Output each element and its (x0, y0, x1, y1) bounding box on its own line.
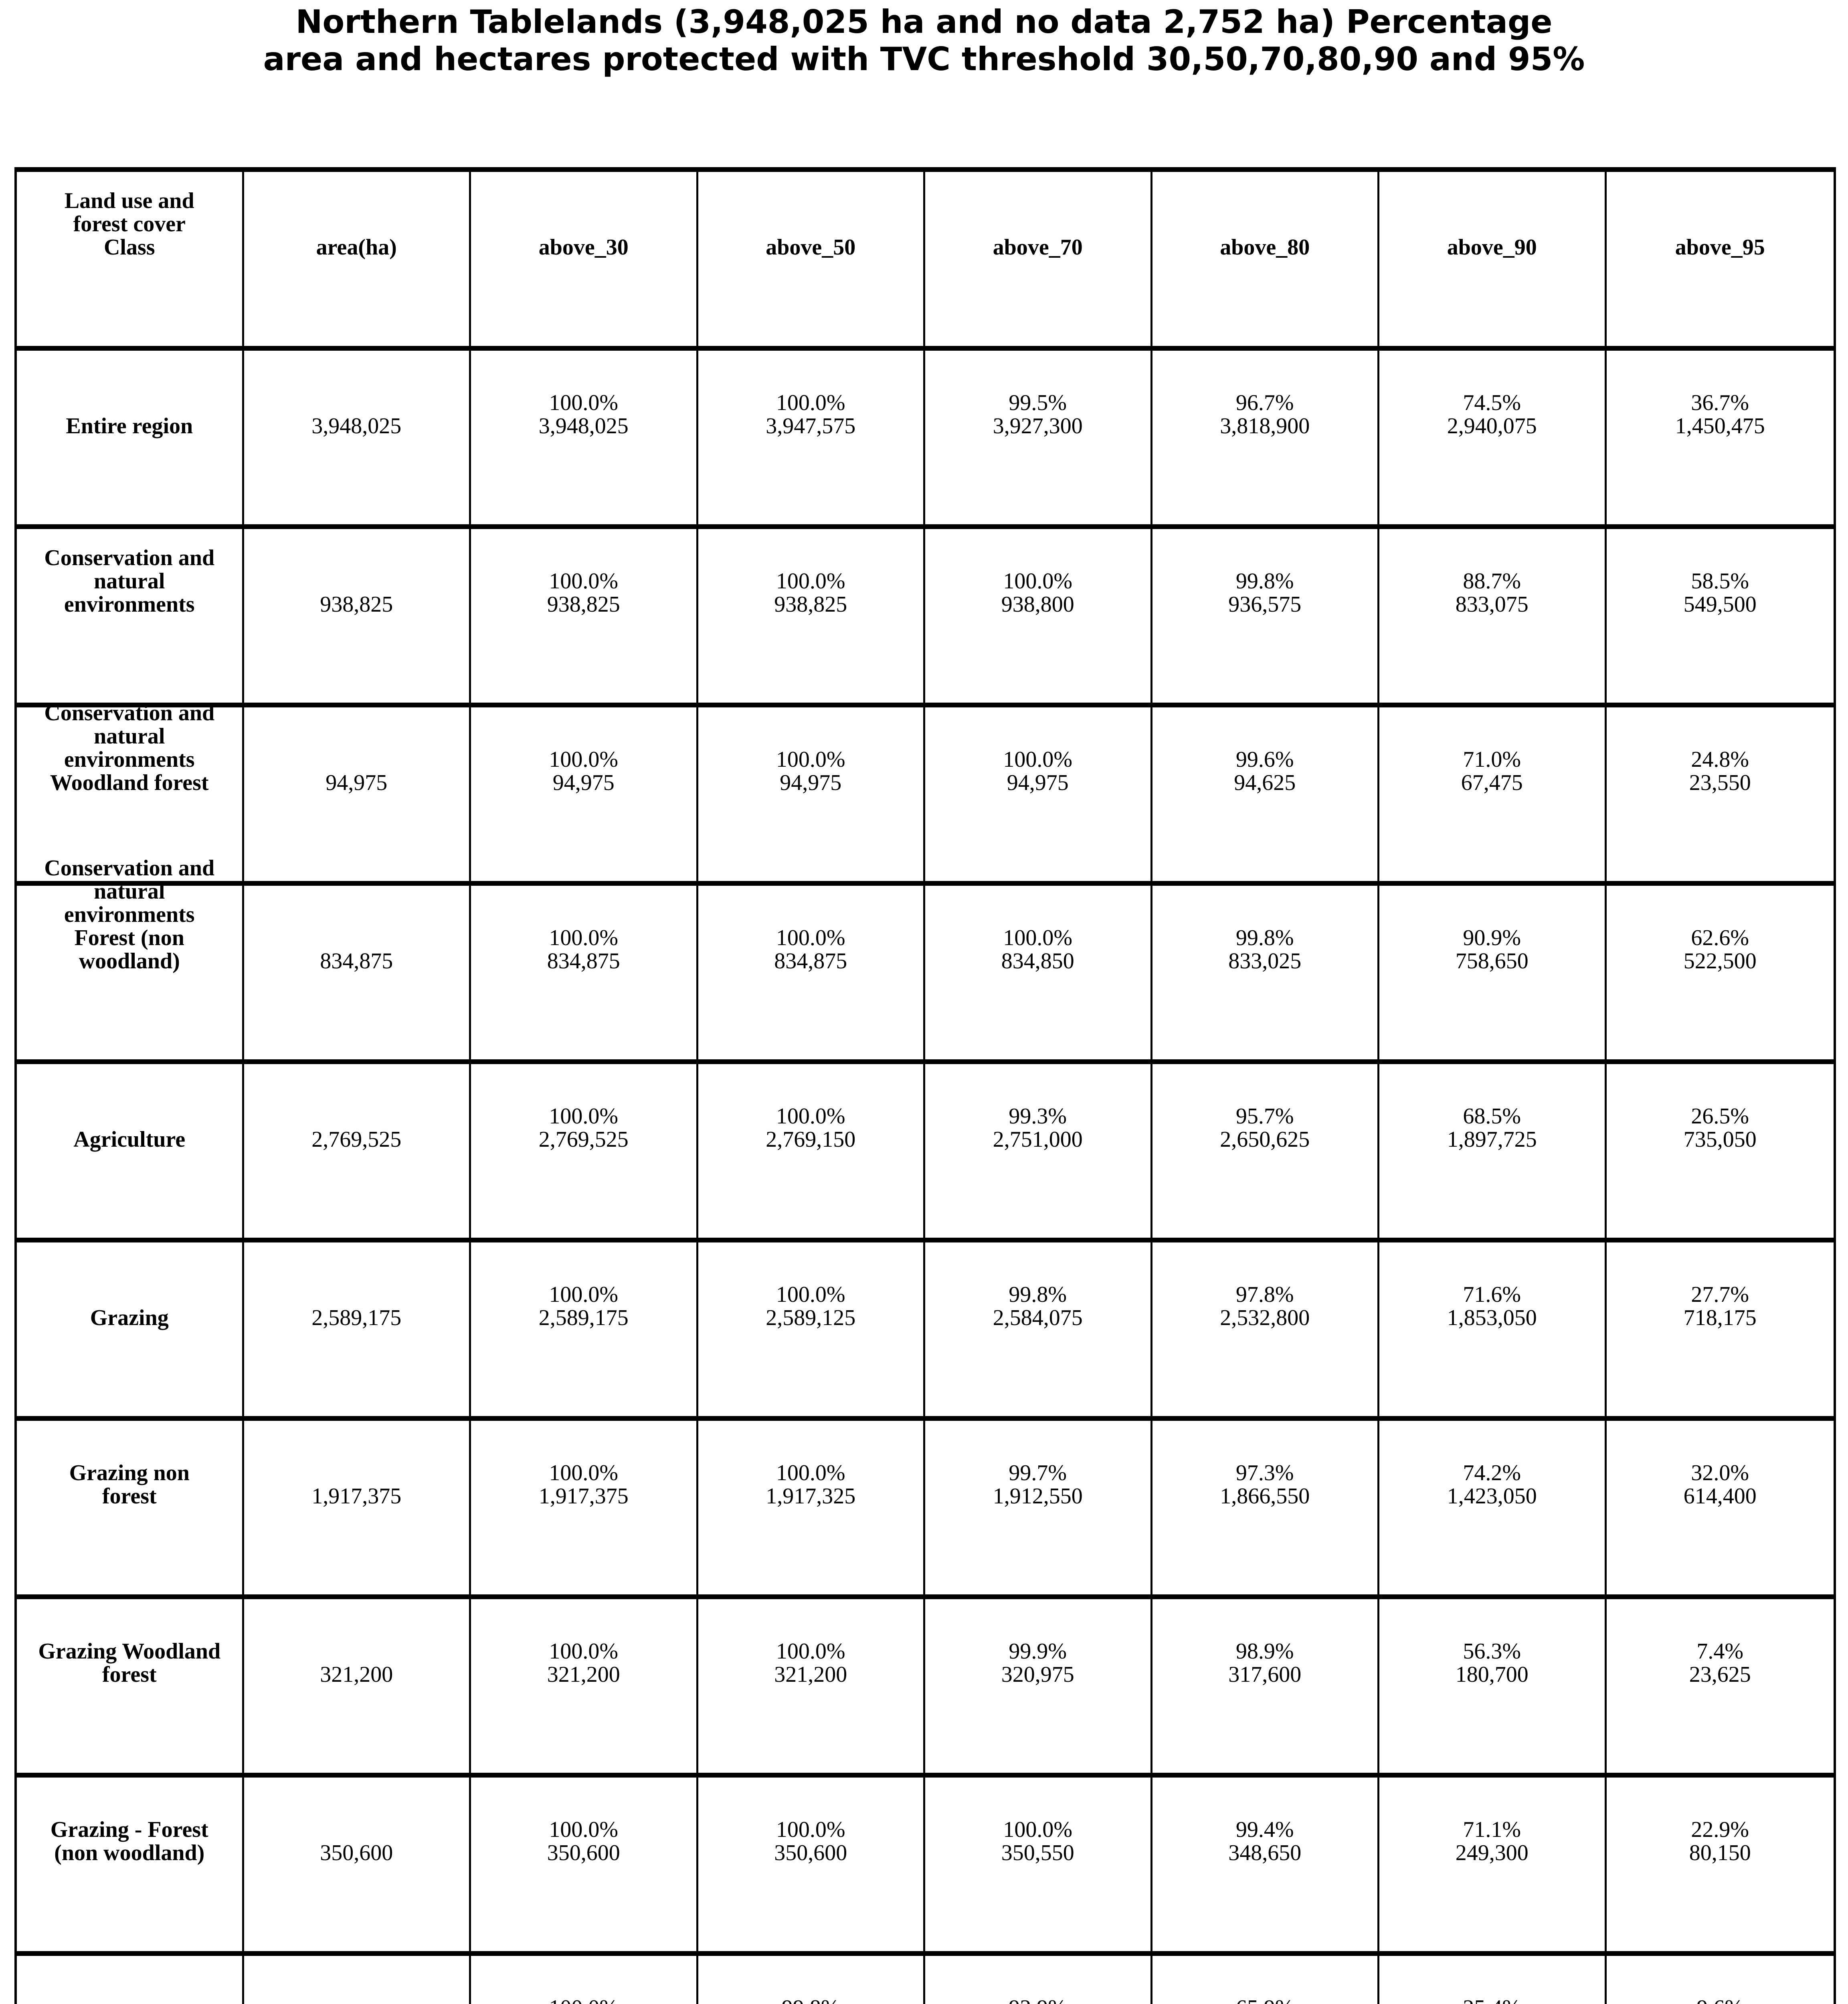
col-header-area: area(ha) (244, 172, 471, 351)
row-label-grazing-non-forest: Grazing non forest (17, 1421, 244, 1599)
cell-area: 938,825 (244, 529, 471, 707)
cell-above-50: 100.0% 2,589,125 (698, 1242, 925, 1421)
row-label-grazing-woodland: Grazing Woodland forest (17, 1599, 244, 1778)
cell-area: 2,589,175 (244, 1242, 471, 1421)
cell-above-90: 88.7% 833,075 (1379, 529, 1607, 707)
cell-above-70: 92.9% 160,325 (925, 1956, 1152, 2004)
cell-above-90: 71.0% 67,475 (1379, 707, 1607, 886)
cell-area: 834,875 (244, 886, 471, 1064)
cell-above-80: 99.8% 833,025 (1152, 886, 1379, 1064)
cell-above-80: 97.8% 2,532,800 (1152, 1242, 1379, 1421)
cell-area: 2,769,525 (244, 1064, 471, 1242)
cell-above-80: 96.7% 3,818,900 (1152, 351, 1379, 529)
cell-above-70: 99.5% 3,927,300 (925, 351, 1152, 529)
cell-above-90: 74.5% 2,940,075 (1379, 351, 1607, 529)
cell-above-30: 100.0% 2,589,175 (471, 1242, 698, 1421)
cell-above-90: 56.3% 180,700 (1379, 1599, 1607, 1778)
col-header-above-90: above_90 (1379, 172, 1607, 351)
cell-above-90: 71.1% 249,300 (1379, 1778, 1607, 1956)
cell-above-50: 100.0% 321,200 (698, 1599, 925, 1778)
cell-above-70: 99.9% 320,975 (925, 1599, 1152, 1778)
row-label-grazing: Grazing (17, 1242, 244, 1421)
cell-area: 94,975 (244, 707, 471, 886)
cell-area: 172,625 (244, 1956, 471, 2004)
row-label-agriculture: Agriculture (17, 1064, 244, 1242)
col-header-above-30: above_30 (471, 172, 698, 351)
row-label-conservation-woodland: Conservation and natural environments Wo… (17, 701, 244, 886)
cell-above-80: 98.9% 317,600 (1152, 1599, 1379, 1778)
cell-above-90: 71.6% 1,853,050 (1379, 1242, 1607, 1421)
cell-above-90: 74.2% 1,423,050 (1379, 1421, 1607, 1599)
cell-above-30: 100.0% 172,625 (471, 1956, 698, 2004)
row-label-grazing-forest: Grazing - Forest (non woodland) (17, 1778, 244, 1956)
cell-above-95: 32.0% 614,400 (1606, 1421, 1834, 1599)
cell-above-70: 100.0% 350,550 (925, 1778, 1152, 1956)
cell-above-30: 100.0% 938,825 (471, 529, 698, 707)
cell-area: 3,948,025 (244, 351, 471, 529)
col-header-above-95: above_95 (1606, 172, 1834, 351)
row-label-conservation-forest: Conservation and natural environments Fo… (17, 857, 244, 1064)
cell-above-80: 99.4% 348,650 (1152, 1778, 1379, 1956)
cell-area: 321,200 (244, 1599, 471, 1778)
row-label-entire-region: Entire region (17, 351, 244, 529)
cell-above-95: 62.6% 522,500 (1606, 886, 1834, 1064)
cell-above-80: 65.9% 113,750 (1152, 1956, 1379, 2004)
cell-above-50: 100.0% 1,917,325 (698, 1421, 925, 1599)
col-header-above-70: above_70 (925, 172, 1152, 351)
cell-above-50: 100.0% 938,825 (698, 529, 925, 707)
cell-above-50: 100.0% 94,975 (698, 707, 925, 886)
cell-above-80: 97.3% 1,866,550 (1152, 1421, 1379, 1599)
cell-above-50: 100.0% 834,875 (698, 886, 925, 1064)
cell-above-90: 68.5% 1,897,725 (1379, 1064, 1607, 1242)
data-table: Land use and forest cover Class area(ha)… (14, 167, 1836, 2004)
cell-above-70: 99.8% 2,584,075 (925, 1242, 1152, 1421)
cell-above-30: 100.0% 834,875 (471, 886, 698, 1064)
cell-above-80: 99.8% 936,575 (1152, 529, 1379, 707)
cell-above-50: 99.8% 172,300 (698, 1956, 925, 2004)
cell-above-50: 100.0% 2,769,150 (698, 1064, 925, 1242)
cell-above-50: 100.0% 3,947,575 (698, 351, 925, 529)
cell-area: 350,600 (244, 1778, 471, 1956)
cell-above-30: 100.0% 1,917,375 (471, 1421, 698, 1599)
cell-above-70: 99.7% 1,912,550 (925, 1421, 1152, 1599)
cell-above-95: 27.7% 718,175 (1606, 1242, 1834, 1421)
cell-above-70: 99.3% 2,751,000 (925, 1064, 1152, 1242)
cell-above-30: 100.0% 94,975 (471, 707, 698, 886)
cell-above-30: 100.0% 350,600 (471, 1778, 698, 1956)
col-header-above-50: above_50 (698, 172, 925, 351)
col-header-above-80: above_80 (1152, 172, 1379, 351)
cell-above-70: 100.0% 834,850 (925, 886, 1152, 1064)
cell-above-80: 95.7% 2,650,625 (1152, 1064, 1379, 1242)
cell-above-95: 7.4% 23,625 (1606, 1599, 1834, 1778)
cell-above-90: 90.9% 758,650 (1379, 886, 1607, 1064)
cell-above-30: 100.0% 3,948,025 (471, 351, 698, 529)
cell-above-50: 100.0% 350,600 (698, 1778, 925, 1956)
row-label-cropping: Cropping (17, 1956, 244, 2004)
cell-above-30: 100.0% 2,769,525 (471, 1064, 698, 1242)
cell-above-70: 100.0% 938,800 (925, 529, 1152, 707)
row-label-conservation: Conservation and natural environments (17, 529, 244, 707)
cell-above-90: 25.4% 43,925 (1379, 1956, 1607, 2004)
cell-above-30: 100.0% 321,200 (471, 1599, 698, 1778)
cell-above-95: 9.6% 16,650 (1607, 1956, 1834, 2004)
cell-above-70: 100.0% 94,975 (925, 707, 1152, 886)
cell-above-95: 26.5% 735,050 (1606, 1064, 1834, 1242)
col-header-class: Land use and forest cover Class (17, 172, 244, 351)
cell-above-80: 99.6% 94,625 (1152, 707, 1379, 886)
cell-above-95: 36.7% 1,450,475 (1606, 351, 1834, 529)
cell-above-95: 22.9% 80,150 (1606, 1778, 1834, 1956)
page-title: Northern Tablelands (3,948,025 ha and no… (263, 3, 1585, 78)
cell-area: 1,917,375 (244, 1421, 471, 1599)
cell-above-95: 24.8% 23,550 (1606, 707, 1834, 886)
cell-above-95: 58.5% 549,500 (1606, 529, 1834, 707)
